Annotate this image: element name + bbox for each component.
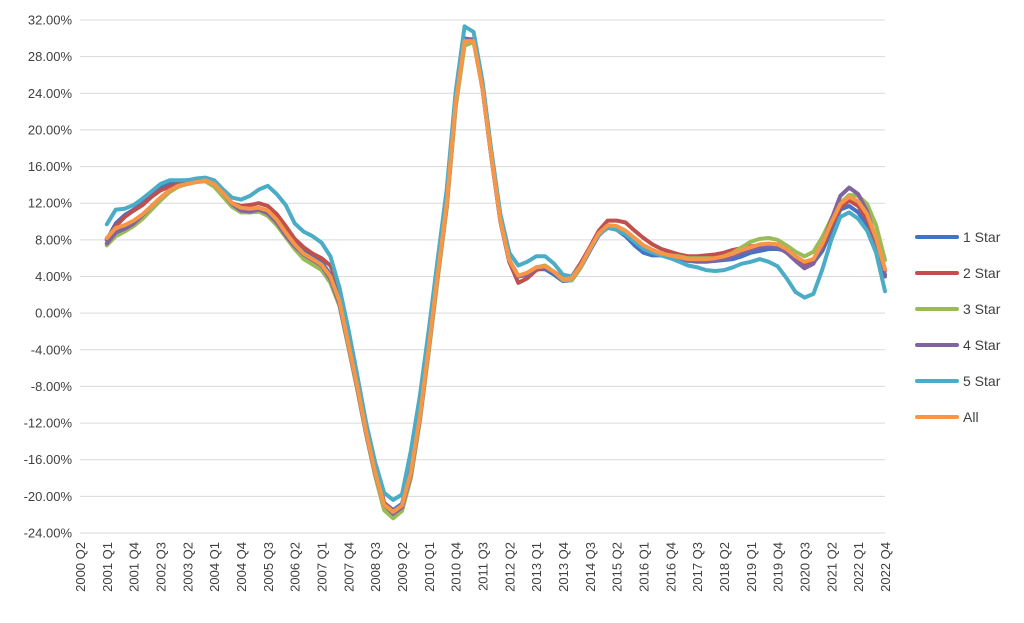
x-tick-label: 2020 Q3 <box>798 542 813 592</box>
x-tick-label: 2019 Q1 <box>744 542 759 592</box>
legend: 1 Star 2 Star 3 Star 4 Star 5 Star All <box>915 229 1001 425</box>
x-tick-label: 2001 Q1 <box>100 542 115 592</box>
x-tick-label: 2018 Q2 <box>717 542 732 592</box>
series-line-all <box>104 39 887 514</box>
x-tick-label: 2014 Q3 <box>583 542 598 592</box>
legend-label: 5 Star <box>963 373 1001 389</box>
y-tick-label: 28.00% <box>28 49 73 64</box>
y-tick-label: 0.00% <box>35 306 72 321</box>
x-tick-label: 2021 Q2 <box>824 542 839 592</box>
x-tick-label: 2015 Q2 <box>610 542 625 592</box>
x-tick-label: 2004 Q1 <box>207 542 222 592</box>
legend-label: 4 Star <box>963 337 1001 353</box>
x-tick-label: 2008 Q3 <box>368 542 383 592</box>
x-tick-label: 2016 Q4 <box>663 542 678 592</box>
x-tick-label: 2003 Q2 <box>180 542 195 592</box>
y-tick-label: -16.00% <box>24 452 73 467</box>
y-tick-label: 4.00% <box>35 269 72 284</box>
x-tick-label: 2002 Q3 <box>154 542 169 592</box>
x-tick-label: 2022 Q1 <box>851 542 866 592</box>
x-tick-label: 2013 Q4 <box>556 542 571 592</box>
x-tick-label: 2011 Q3 <box>476 542 491 591</box>
x-tick-label: 2000 Q2 <box>73 542 88 592</box>
x-tick-label: 2007 Q4 <box>341 542 356 592</box>
x-tick-label: 2005 Q3 <box>261 542 276 592</box>
x-tick-label: 2006 Q2 <box>288 542 303 592</box>
x-tick-label: 2007 Q1 <box>315 542 330 592</box>
x-tick-label: 2012 Q2 <box>502 542 517 592</box>
y-tick-label: -4.00% <box>31 342 73 357</box>
x-tick-label: 2013 Q1 <box>529 542 544 592</box>
y-tick-label: 12.00% <box>28 196 73 211</box>
y-tick-label: 24.00% <box>28 86 73 101</box>
x-tick-label: 2010 Q1 <box>422 542 437 592</box>
legend-label: 3 Star <box>963 301 1001 317</box>
y-tick-label: -12.00% <box>24 416 73 431</box>
series-line-3-star <box>104 40 887 521</box>
y-tick-label: 20.00% <box>28 122 73 137</box>
series-line-5-star <box>104 24 887 502</box>
y-axis: 32.00% 28.00% 24.00% 20.00% 16.00% 12.00% 8.00… <box>24 13 73 541</box>
x-tick-label: 2016 Q1 <box>637 542 652 592</box>
x-tick-label: 2009 Q2 <box>395 542 410 592</box>
x-tick-label: 2004 Q4 <box>234 542 249 592</box>
series-line-1-star <box>104 36 887 513</box>
x-tick-label: 2017 Q3 <box>690 542 705 592</box>
x-tick-label: 2019 Q4 <box>771 542 786 592</box>
y-tick-label: 8.00% <box>35 232 72 247</box>
legend-label: All <box>963 409 979 425</box>
y-tick-label: -8.00% <box>31 379 73 394</box>
y-tick-label: -24.00% <box>24 526 73 541</box>
x-tick-label: 2001 Q4 <box>127 542 142 592</box>
x-axis: 2000 Q2 2001 Q1 2001 Q4 2002 Q3 2003 Q2 2004 … <box>73 542 893 592</box>
y-tick-label: 16.00% <box>28 159 73 174</box>
grid <box>80 19 885 534</box>
y-tick-label: -20.00% <box>24 489 73 504</box>
x-tick-label: 2010 Q4 <box>449 542 464 592</box>
x-tick-label: 2022 Q4 <box>878 542 893 592</box>
legend-label: 1 Star <box>963 229 1001 245</box>
series-lines <box>104 24 887 521</box>
y-tick-label: 32.00% <box>28 13 73 28</box>
legend-label: 2 Star <box>963 265 1001 281</box>
